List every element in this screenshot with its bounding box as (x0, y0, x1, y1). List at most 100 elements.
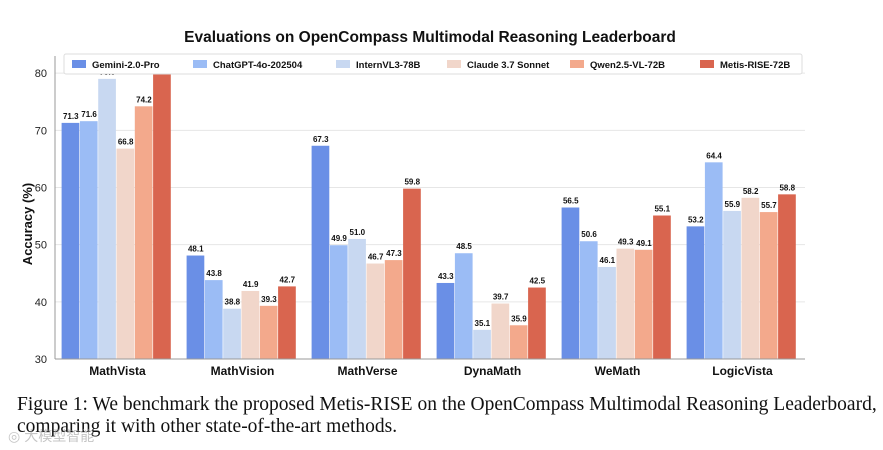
x-tick-label-dynamath: DynaMath (464, 364, 521, 378)
bar-logicvista-chatgpt-4o-202504 (704, 162, 723, 359)
data-label: 74.2 (136, 95, 152, 104)
bar-mathvista-chatgpt-4o-202504 (79, 121, 98, 359)
bar-mathvision-qwen2-5-vl-72b (259, 305, 278, 359)
bar-wemath-qwen2-5-vl-72b (634, 249, 653, 359)
bar-dynamath-claude-3-7-sonnet (491, 303, 510, 359)
bar-wemath-gemini-2-0-pro (561, 207, 580, 359)
legend-box (63, 53, 803, 75)
data-label: 51.0 (350, 228, 366, 237)
legend: Gemini-2.0-Pro ChatGPT-4o-202504 InternVL3… (63, 53, 803, 75)
data-label: 38.8 (225, 298, 241, 307)
data-label: 35.1 (475, 319, 491, 328)
bar-mathvision-metis-rise-72b (278, 286, 296, 359)
bar-dynamath-internvl3-78b (473, 329, 491, 359)
data-label: 55.9 (725, 200, 741, 209)
data-label: 66.8 (118, 138, 134, 147)
data-label: 35.9 (511, 314, 527, 323)
bar-mathverse-metis-rise-72b (403, 188, 421, 359)
legend-entry-label: InternVL3-78B (356, 60, 421, 71)
figure-caption: Figure 1: We benchmark the proposed Meti… (17, 394, 877, 437)
watermark: ◎ 大模型智能 (8, 426, 94, 446)
legend-swatch (193, 60, 207, 68)
data-label: 42.5 (529, 277, 545, 286)
legend-entry-label: Metis-RISE-72B (720, 60, 790, 71)
legend-entry-label: Gemini-2.0-Pro (92, 60, 160, 71)
data-label: 39.7 (493, 293, 509, 302)
y-tick-label: 60 (35, 182, 47, 194)
legend-swatch (72, 60, 86, 68)
bar-logicvista-gemini-2-0-pro (686, 226, 705, 359)
data-label: 49.3 (618, 238, 634, 247)
bar-mathvista-gemini-2-0-pro (61, 122, 80, 360)
x-tick-label-wemath: WeMath (595, 364, 641, 378)
bar-logicvista-qwen2-5-vl-72b (759, 212, 778, 359)
data-label: 58.8 (779, 183, 795, 192)
data-label: 47.3 (386, 249, 402, 258)
bar-chart: Evaluations on OpenCompass Multimodal Re… (20, 29, 805, 378)
data-label: 43.8 (206, 269, 222, 278)
data-label: 50.6 (581, 230, 597, 239)
axes-layer: 30 40 50 60 70 80 MathVista MathVision MathVerse… (35, 56, 805, 378)
legend-swatch (336, 60, 350, 68)
bar-dynamath-chatgpt-4o-202504 (454, 253, 473, 359)
bar-mathverse-claude-3-7-sonnet (366, 263, 385, 359)
bar-mathvision-claude-3-7-sonnet (241, 290, 260, 359)
data-label: 55.1 (654, 205, 670, 214)
bar-mathvision-chatgpt-4o-202504 (204, 280, 223, 359)
bar-wemath-chatgpt-4o-202504 (579, 241, 598, 359)
bar-mathvision-internvl3-78b (223, 308, 241, 359)
data-label: 46.7 (368, 253, 384, 262)
watermark-text: 大模型智能 (24, 429, 95, 445)
data-label: 39.3 (261, 295, 277, 304)
bar-mathvista-qwen2-5-vl-72b (134, 106, 153, 359)
legend-entry-label: Qwen2.5-VL-72B (590, 60, 665, 71)
data-label: 56.5 (563, 197, 579, 206)
legend-swatch (447, 60, 461, 68)
data-label: 67.3 (313, 135, 329, 144)
x-tick-label-mathvista: MathVista (89, 364, 146, 378)
bar-wemath-metis-rise-72b (653, 215, 671, 359)
bar-mathverse-qwen2-5-vl-72b (384, 260, 403, 359)
legend-entry-label: Claude 3.7 Sonnet (467, 60, 550, 71)
data-label: 48.5 (456, 242, 472, 251)
bar-mathverse-internvl3-78b (348, 238, 366, 359)
legend-swatch (700, 60, 714, 68)
bar-mathvista-claude-3-7-sonnet (116, 148, 135, 359)
bar-wemath-internvl3-78b (598, 266, 616, 359)
data-label: 64.4 (706, 151, 722, 160)
y-axis-label: Accuracy (%) (20, 183, 35, 265)
data-label: 42.7 (279, 275, 295, 284)
y-tick-label: 40 (35, 297, 47, 309)
value-labels-layer: 71.371.679.066.874.280.448.143.838.841.9… (63, 60, 796, 328)
data-label: 49.1 (636, 239, 652, 248)
data-label: 59.8 (404, 178, 420, 187)
chart-title: Evaluations on OpenCompass Multimodal Re… (184, 29, 676, 46)
bar-dynamath-metis-rise-72b (528, 287, 546, 359)
bar-mathvista-metis-rise-72b (153, 70, 171, 360)
bar-dynamath-gemini-2-0-pro (436, 282, 455, 359)
data-label: 71.6 (81, 110, 97, 119)
bar-mathverse-chatgpt-4o-202504 (329, 245, 348, 359)
bar-logicvista-claude-3-7-sonnet (741, 197, 760, 359)
bar-logicvista-metis-rise-72b (778, 194, 796, 359)
data-label: 58.2 (743, 187, 759, 196)
data-label: 55.7 (761, 201, 777, 210)
data-label: 48.1 (188, 245, 204, 254)
bar-logicvista-internvl3-78b (723, 210, 741, 359)
y-tick-label: 80 (35, 68, 47, 80)
data-label: 41.9 (243, 280, 259, 289)
data-label: 46.1 (600, 256, 616, 265)
y-tick-label: 50 (35, 240, 47, 252)
data-label: 71.3 (63, 112, 79, 121)
bar-mathverse-gemini-2-0-pro (311, 145, 330, 359)
y-tick-label: 70 (35, 125, 47, 137)
legend-swatch (570, 60, 584, 68)
legend-entry-label: ChatGPT-4o-202504 (213, 60, 303, 71)
bars-layer (61, 70, 796, 360)
bar-mathvision-gemini-2-0-pro (186, 255, 205, 359)
camera-icon: ◎ (8, 429, 21, 445)
x-tick-label-mathverse: MathVerse (337, 364, 397, 378)
x-tick-label-logicvista: LogicVista (712, 364, 773, 378)
x-tick-label-mathvision: MathVision (211, 364, 275, 378)
bar-mathvista-internvl3-78b (98, 78, 116, 360)
